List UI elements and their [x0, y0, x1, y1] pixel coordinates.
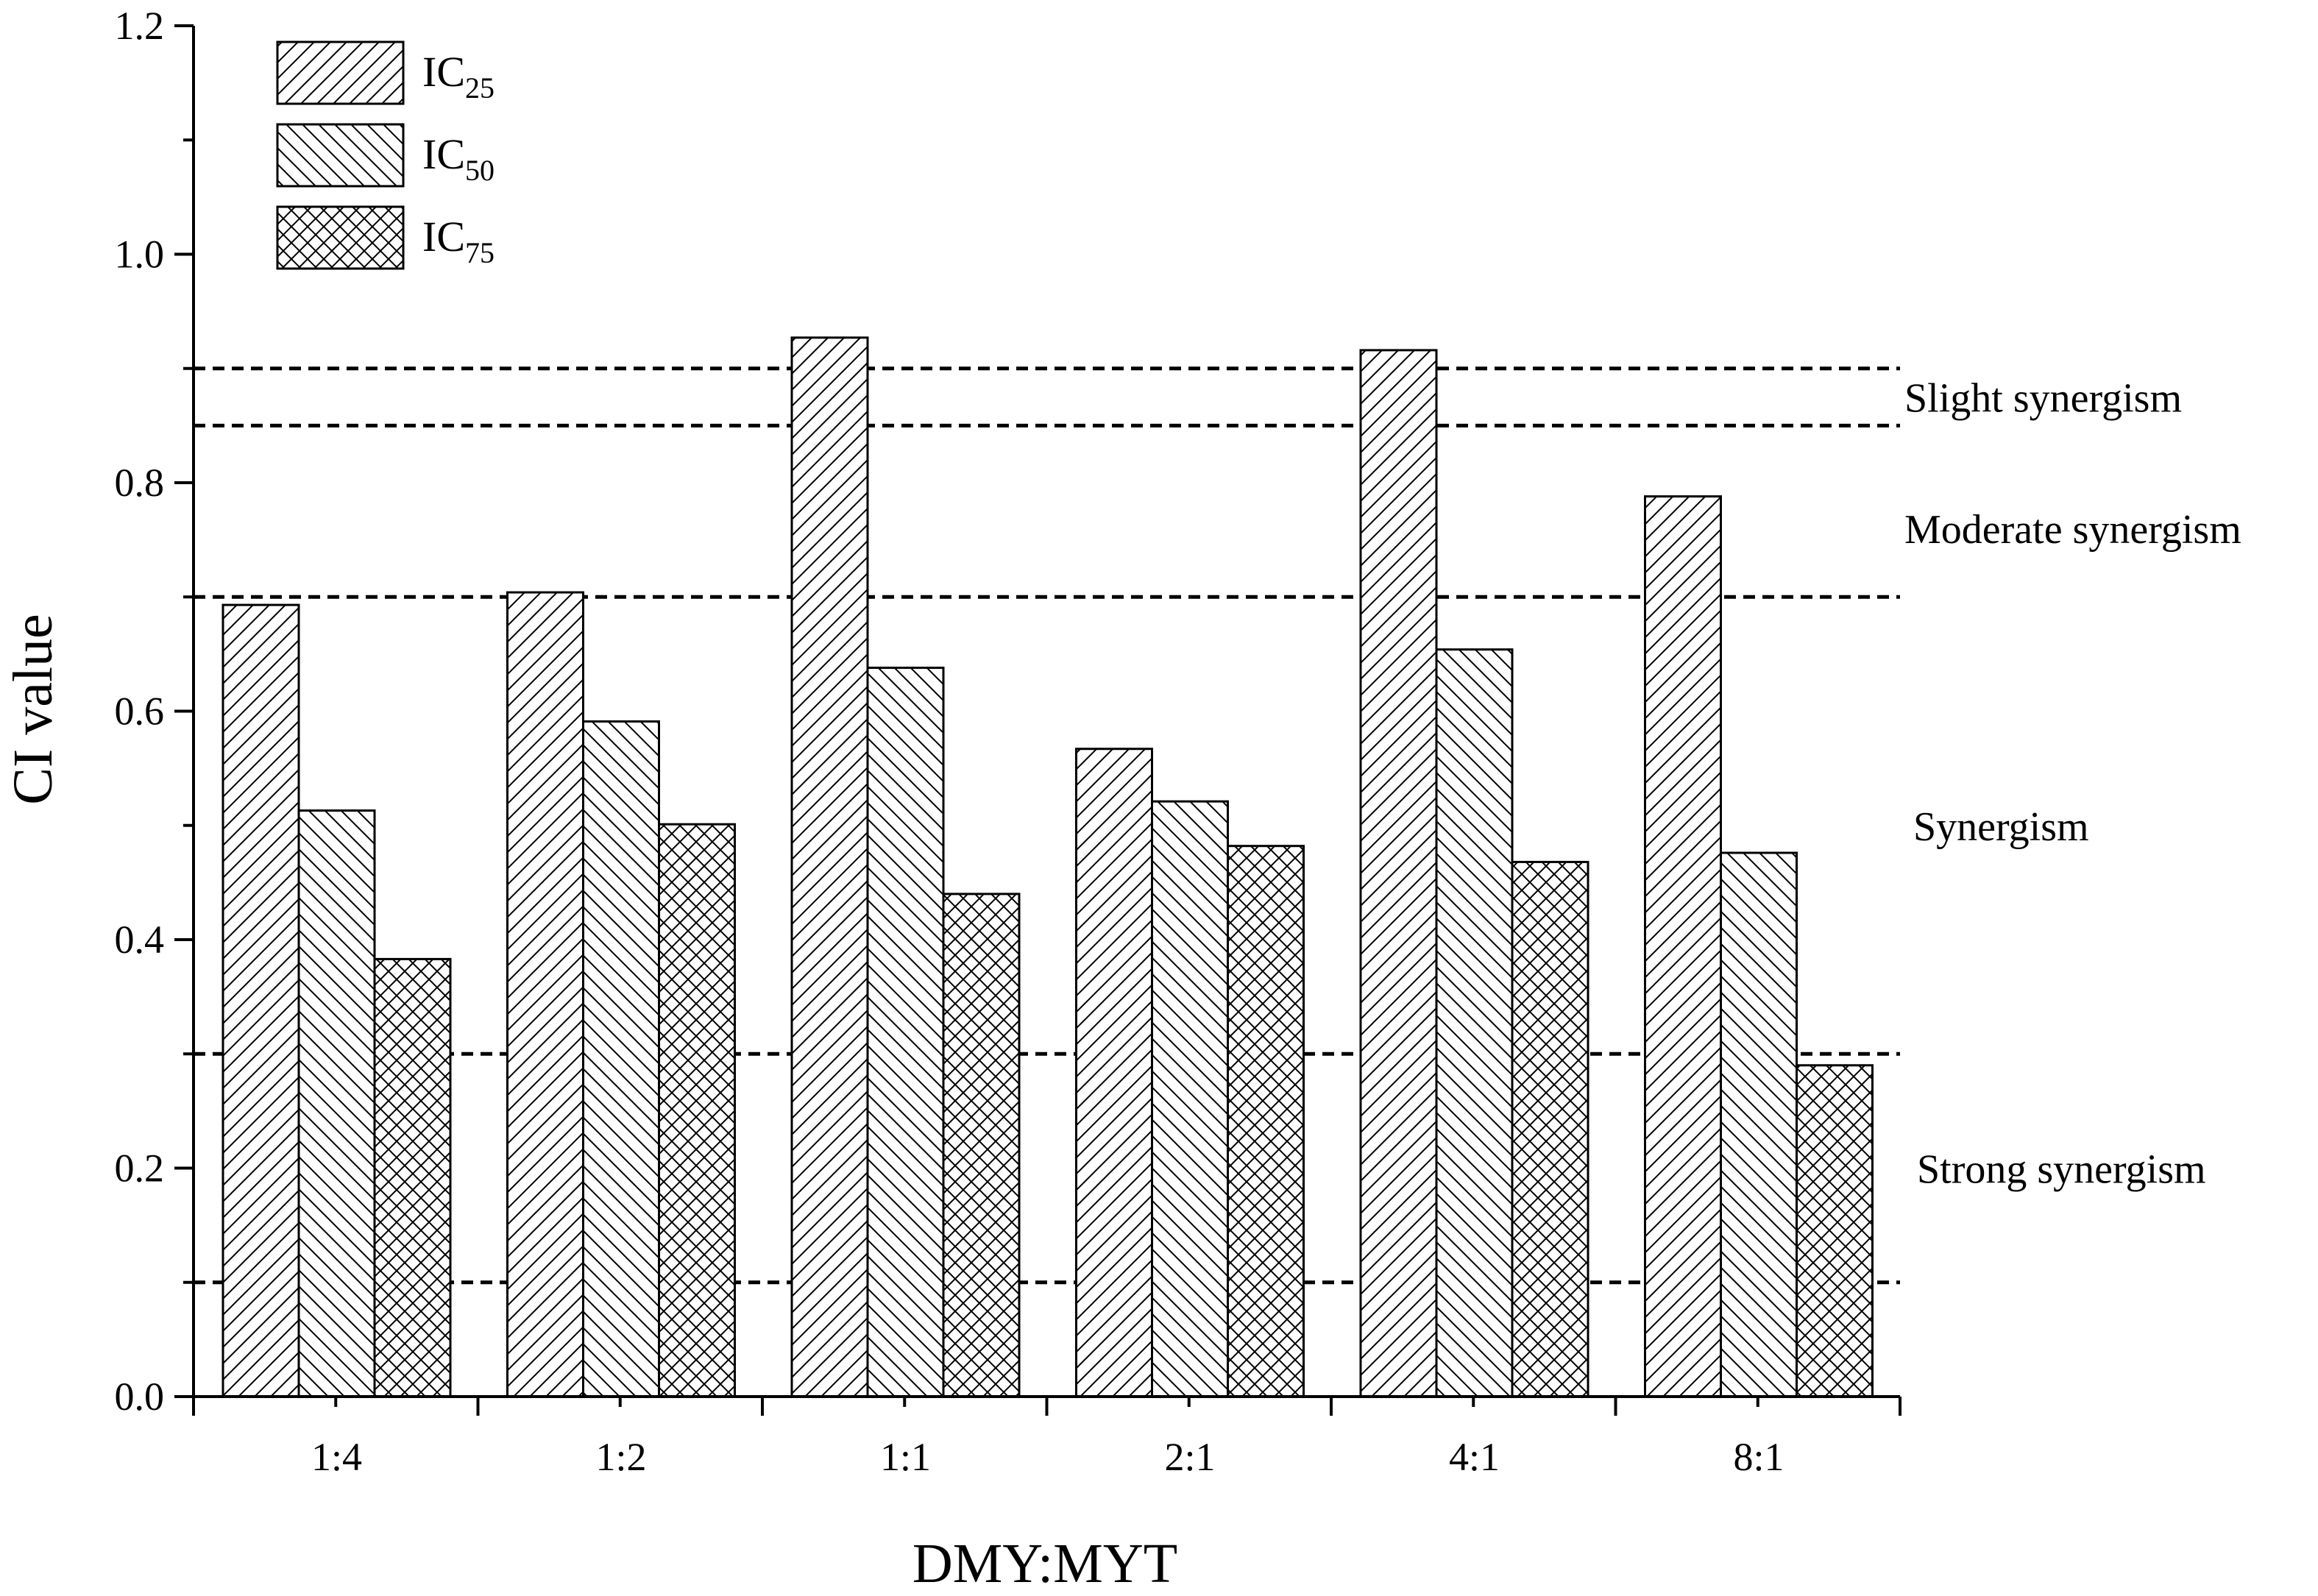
x-tick-label-5: 8:1 — [1733, 1435, 1784, 1479]
y-tick-label-4: 0.8 — [115, 461, 165, 505]
bar-IC25-8-1 — [1644, 495, 1722, 1398]
bar-IC50-1-1 — [866, 667, 945, 1398]
bar-IC75-2-1 — [1227, 845, 1305, 1398]
y-tick-label-5: 1.0 — [115, 233, 165, 277]
y-tick-label-6: 1.2 — [115, 4, 165, 48]
bar-IC25-4-1 — [1359, 349, 1438, 1398]
bar-IC25-1-1 — [790, 336, 869, 1398]
legend-label-0: IC25 — [422, 48, 495, 104]
bar-IC50-1-4 — [297, 809, 376, 1398]
x-tick-label-4: 4:1 — [1449, 1435, 1500, 1479]
x-axis-title: DMY:MYT — [912, 1533, 1177, 1595]
x-tick-label-0: 1:4 — [311, 1435, 362, 1479]
region-label-1: Moderate synergism — [1904, 507, 2241, 553]
y-tick-label-0: 0.0 — [115, 1375, 165, 1419]
bar-IC25-2-1 — [1075, 748, 1153, 1398]
legend-label-2: IC75 — [422, 213, 495, 269]
y-axis-title: CI value — [2, 614, 64, 805]
region-label-2: Synergism — [1913, 804, 2089, 850]
bar-IC75-4-1 — [1511, 860, 1589, 1398]
legend-label-1: IC50 — [422, 130, 495, 187]
legend-swatch-2 — [276, 205, 405, 270]
legend: IC25 IC50 IC75 — [276, 40, 495, 270]
bar-IC50-1-2 — [582, 720, 660, 1398]
reference-lines — [194, 366, 1900, 1285]
bar-IC75-8-1 — [1796, 1064, 1874, 1398]
bar-IC75-1-1 — [942, 893, 1021, 1398]
bar-IC75-1-2 — [658, 823, 736, 1398]
bar-IC50-4-1 — [1435, 648, 1514, 1398]
y-tick-label-1: 0.2 — [115, 1146, 165, 1191]
bars — [221, 336, 1874, 1398]
bar-IC75-1-4 — [373, 957, 452, 1398]
legend-swatch-1 — [276, 123, 405, 188]
bar-IC50-8-1 — [1720, 851, 1798, 1398]
bar-IC25-1-4 — [221, 603, 300, 1398]
x-tick-label-3: 2:1 — [1164, 1435, 1215, 1479]
region-labels: Slight synergism Moderate synergism Synerg… — [1904, 376, 2241, 1193]
region-label-0: Slight synergism — [1904, 376, 2182, 422]
y-tick-label-3: 0.6 — [115, 689, 165, 734]
region-label-3: Strong synergism — [1917, 1147, 2206, 1193]
y-tick-label-2: 0.4 — [115, 918, 165, 962]
x-tick-label-1: 1:2 — [595, 1435, 646, 1479]
axes: 0.0 0.2 0.4 0.6 0.8 1.0 1.2 1:4 1:2 1:1 2:1 4:1 8:1 — [115, 4, 1901, 1479]
x-tick-label-2: 1:1 — [880, 1435, 931, 1479]
bar-IC50-2-1 — [1151, 800, 1229, 1398]
bar-IC25-1-2 — [506, 591, 584, 1398]
legend-swatch-0 — [276, 40, 405, 105]
